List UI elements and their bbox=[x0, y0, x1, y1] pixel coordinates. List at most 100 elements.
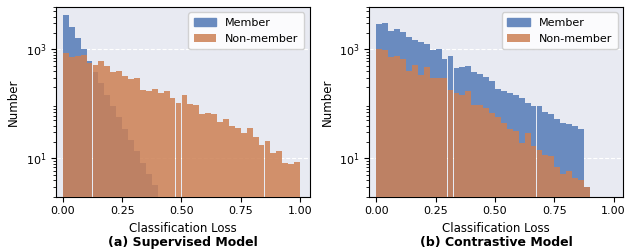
Bar bbox=[513, 131, 519, 252]
Bar bbox=[229, 213, 235, 252]
Bar bbox=[140, 90, 146, 252]
Bar bbox=[211, 114, 217, 252]
Bar bbox=[584, 187, 590, 252]
Bar bbox=[388, 31, 394, 252]
Bar bbox=[501, 91, 507, 252]
Bar bbox=[63, 53, 68, 252]
Bar bbox=[382, 23, 388, 252]
Bar bbox=[536, 149, 542, 252]
Bar bbox=[116, 71, 122, 252]
Bar bbox=[602, 197, 607, 252]
Legend: Member, Non-member: Member, Non-member bbox=[188, 13, 304, 49]
Bar bbox=[264, 213, 270, 252]
Bar bbox=[560, 174, 566, 252]
Bar bbox=[460, 95, 465, 252]
Bar bbox=[448, 56, 453, 252]
Bar bbox=[548, 114, 554, 252]
Bar bbox=[229, 126, 235, 252]
Bar bbox=[489, 81, 495, 252]
Bar bbox=[596, 197, 602, 252]
Bar bbox=[164, 91, 169, 252]
Bar bbox=[93, 72, 98, 252]
Bar bbox=[400, 58, 406, 252]
Bar bbox=[158, 197, 164, 252]
Bar bbox=[69, 57, 75, 252]
Bar bbox=[388, 57, 394, 252]
Bar bbox=[235, 128, 241, 252]
Bar bbox=[471, 105, 477, 252]
Bar bbox=[205, 113, 211, 252]
Bar bbox=[188, 213, 193, 252]
Bar bbox=[501, 123, 507, 252]
Bar bbox=[525, 133, 531, 252]
Bar bbox=[460, 67, 465, 252]
Bar bbox=[424, 67, 430, 252]
Bar bbox=[87, 63, 93, 252]
Bar bbox=[69, 27, 75, 252]
Bar bbox=[223, 119, 229, 252]
Bar bbox=[146, 91, 152, 252]
Bar bbox=[276, 151, 282, 252]
Bar bbox=[247, 213, 252, 252]
Bar bbox=[495, 89, 501, 252]
Bar bbox=[453, 68, 460, 252]
Bar bbox=[199, 213, 205, 252]
Bar bbox=[572, 126, 578, 252]
Bar bbox=[217, 213, 223, 252]
Bar bbox=[205, 213, 211, 252]
Bar bbox=[288, 213, 294, 252]
Bar bbox=[566, 124, 572, 252]
Bar bbox=[596, 197, 602, 252]
Bar bbox=[170, 98, 176, 252]
Legend: Member, Non-member: Member, Non-member bbox=[502, 13, 618, 49]
Bar bbox=[412, 40, 418, 252]
Bar bbox=[436, 49, 441, 252]
Bar bbox=[394, 29, 400, 252]
Bar bbox=[294, 162, 300, 252]
Bar bbox=[75, 56, 81, 252]
Bar bbox=[146, 174, 152, 252]
Bar bbox=[253, 213, 259, 252]
Bar bbox=[377, 49, 382, 252]
Bar bbox=[134, 151, 140, 252]
Bar bbox=[288, 164, 294, 252]
Bar bbox=[536, 106, 542, 252]
Bar bbox=[465, 66, 471, 252]
Bar bbox=[199, 114, 205, 252]
Bar bbox=[430, 78, 436, 252]
Bar bbox=[241, 213, 247, 252]
Bar bbox=[543, 112, 548, 252]
Bar bbox=[543, 155, 548, 252]
Bar bbox=[122, 76, 128, 252]
Bar bbox=[495, 117, 501, 252]
Bar bbox=[531, 146, 536, 252]
Bar bbox=[554, 119, 560, 252]
Bar bbox=[93, 65, 98, 252]
Bar bbox=[471, 72, 477, 252]
Bar bbox=[483, 108, 489, 252]
Bar bbox=[442, 59, 448, 252]
Bar bbox=[448, 90, 453, 252]
Bar bbox=[122, 129, 128, 252]
Bar bbox=[75, 38, 81, 252]
Bar bbox=[170, 213, 176, 252]
Bar bbox=[176, 103, 181, 252]
Bar bbox=[116, 117, 122, 252]
Bar bbox=[98, 61, 105, 252]
Bar bbox=[282, 163, 288, 252]
Bar bbox=[105, 95, 110, 252]
Bar bbox=[140, 163, 146, 252]
Bar bbox=[406, 71, 412, 252]
Bar bbox=[602, 197, 607, 252]
Bar bbox=[181, 95, 187, 252]
Bar bbox=[400, 32, 406, 252]
X-axis label: Classification Loss: Classification Loss bbox=[443, 222, 550, 235]
Bar bbox=[134, 78, 140, 252]
Bar bbox=[418, 42, 424, 252]
Bar bbox=[382, 50, 388, 252]
Bar bbox=[453, 93, 460, 252]
Bar bbox=[217, 122, 223, 252]
Bar bbox=[578, 129, 584, 252]
Bar bbox=[128, 79, 134, 252]
Text: (b) Contrastive Model: (b) Contrastive Model bbox=[420, 236, 573, 249]
